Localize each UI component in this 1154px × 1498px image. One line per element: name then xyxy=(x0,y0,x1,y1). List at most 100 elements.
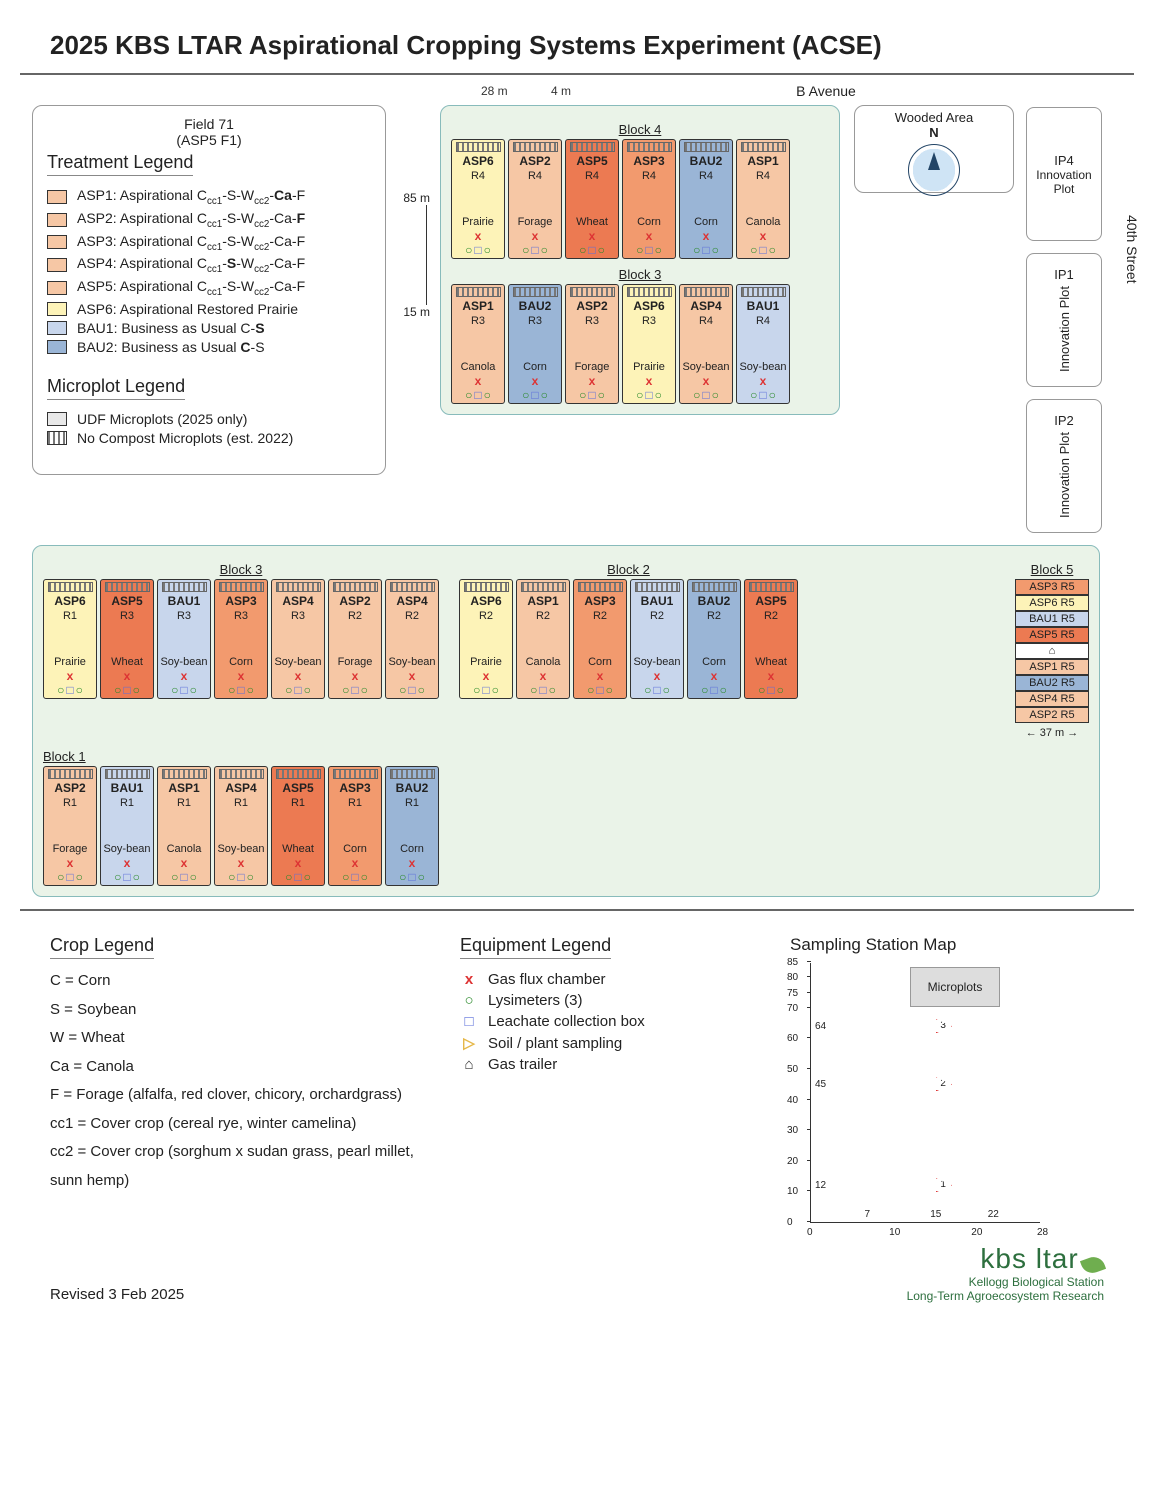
plot-asp6: ASP6R2Prairiex○□○ xyxy=(459,579,513,699)
lysimeter-icon: ○ xyxy=(399,871,406,883)
lysimeter-icon: ○ xyxy=(598,389,605,401)
gas-flux-icon: x xyxy=(238,670,245,682)
equip-symbol-icon: x xyxy=(460,971,478,988)
dim-15m: 15 m xyxy=(390,305,430,319)
lysimeter-icon: ○ xyxy=(750,244,757,256)
gas-flux-icon: x xyxy=(124,857,131,869)
lysimeter-icon: ○ xyxy=(644,684,651,696)
lysimeter-icon: ○ xyxy=(492,684,499,696)
y-tick: 30 xyxy=(787,1125,798,1136)
lysimeter-icon: ○ xyxy=(655,244,662,256)
microplot-strip xyxy=(456,142,501,152)
microplot-strip xyxy=(219,769,264,779)
lysimeter-icon: ○ xyxy=(758,684,765,696)
treatment-legend-row: ASP5: Aspirational Ccc1-S-Wcc2-Ca-F xyxy=(47,278,371,298)
equip-legend-item: xGas flux chamber xyxy=(460,971,760,988)
crop-legend-item: cc1 = Cover crop (cereal rye, winter cam… xyxy=(50,1110,430,1139)
field71-l2: (ASP5 F1) xyxy=(176,132,241,148)
microplot-strip xyxy=(741,287,786,297)
wooded-area: Wooded Area N xyxy=(854,105,1014,193)
lysimeter-icon: ○ xyxy=(606,684,613,696)
plot-asp3: ASP3R4Cornx○□○ xyxy=(622,139,676,259)
microplot-legend-heading: Microplot Legend xyxy=(47,376,185,400)
lysimeter-icon: ○ xyxy=(484,389,491,401)
gas-flux-icon: x xyxy=(483,670,490,682)
lysimeter-icon: ○ xyxy=(720,684,727,696)
gas-flux-icon: x xyxy=(352,670,359,682)
crop-legend-item: Ca = Canola xyxy=(50,1053,430,1082)
equip-legend-item: ○Lysimeters (3) xyxy=(460,992,760,1009)
plot-asp6: ASP6R4Prairiex○□○ xyxy=(451,139,505,259)
microplot-strip xyxy=(48,582,93,592)
lysimeter-icon: ○ xyxy=(549,684,556,696)
leachate-icon: □ xyxy=(351,871,358,883)
microplot-strip xyxy=(635,582,680,592)
leachate-icon: □ xyxy=(596,684,603,696)
gas-flux-icon: x xyxy=(532,375,539,387)
leachate-icon: □ xyxy=(294,871,301,883)
microplot-strip xyxy=(105,582,150,592)
lysimeter-icon: ○ xyxy=(701,684,708,696)
microplot-strip xyxy=(219,582,264,592)
lysimeter-icon: ○ xyxy=(418,684,425,696)
lysimeter-icon: ○ xyxy=(57,684,64,696)
lysimeter-icon: ○ xyxy=(465,389,472,401)
block2-label: Block 2 xyxy=(459,562,798,577)
treatment-legend-row: BAU2: Business as Usual C-S xyxy=(47,339,371,355)
plot-asp5: ASP5R4Wheatx○□○ xyxy=(565,139,619,259)
treatment-legend-row: ASP4: Aspirational Ccc1-S-Wcc2-Ca-F xyxy=(47,255,371,275)
lysimeter-icon: ○ xyxy=(114,684,121,696)
lysimeter-icon: ○ xyxy=(693,244,700,256)
street-label: 40th Street xyxy=(1124,215,1140,284)
dim-4m: 4 m xyxy=(551,84,571,98)
lysimeter-icon: ○ xyxy=(693,389,700,401)
plot-asp5: ASP5R2Wheatx○□○ xyxy=(744,579,798,699)
lysimeter-icon: ○ xyxy=(399,684,406,696)
lysimeter-icon: ○ xyxy=(285,684,292,696)
plot-asp6: ASP6R1Prairiex○□○ xyxy=(43,579,97,699)
x-tick: 28 xyxy=(1037,1227,1048,1238)
equip-symbol-icon: □ xyxy=(460,1013,478,1030)
y-tick: 0 xyxy=(787,1217,793,1228)
main-frame: B Avenue 40th Street Field 71 (ASP5 F1) … xyxy=(20,73,1134,911)
leachate-icon: □ xyxy=(702,389,709,401)
plot-asp5: ASP5R3Wheatx○□○ xyxy=(100,579,154,699)
gas-flux-icon: x xyxy=(532,230,539,242)
lysimeter-icon: ○ xyxy=(171,684,178,696)
plot-asp4: ASP4R1Soy-beanx○□○ xyxy=(214,766,268,886)
b-avenue-label: B Avenue xyxy=(548,83,1104,99)
x-tick: 20 xyxy=(971,1227,982,1238)
leaf-icon xyxy=(1080,1254,1106,1277)
lysimeter-icon: ○ xyxy=(769,244,776,256)
lysimeter-icon: ○ xyxy=(190,871,197,883)
leachate-icon: □ xyxy=(759,389,766,401)
compass-icon xyxy=(908,144,960,196)
ip2-panel: IP2 Innovation Plot xyxy=(1026,399,1102,533)
middle-plot-area: Block 3 ASP6R1Prairiex○□○ASP5R3Wheatx○□○… xyxy=(32,545,1100,897)
lysimeter-icon: ○ xyxy=(190,684,197,696)
microplot-strip xyxy=(692,582,737,592)
plot-bau2: BAU2R2Cornx○□○ xyxy=(687,579,741,699)
lysimeter-icon: ○ xyxy=(579,244,586,256)
lysimeter-icon: ○ xyxy=(579,389,586,401)
crop-legend-item: S = Soybean xyxy=(50,996,430,1025)
treatment-legend-row: BAU1: Business as Usual C-S xyxy=(47,320,371,336)
lysimeter-icon: ○ xyxy=(636,389,643,401)
leachate-icon: □ xyxy=(294,684,301,696)
gas-flux-icon: x xyxy=(352,857,359,869)
gas-flux-icon: x xyxy=(703,375,710,387)
plot-bau2: BAU2R1Cornx○□○ xyxy=(385,766,439,886)
ip1-panel: IP1 Innovation Plot xyxy=(1026,253,1102,387)
lysimeter-icon: ○ xyxy=(361,684,368,696)
microplot-strip xyxy=(570,287,615,297)
gas-flux-icon: x xyxy=(646,375,653,387)
gas-flux-icon: x xyxy=(646,230,653,242)
revised-date: Revised 3 Feb 2025 xyxy=(50,1286,184,1303)
plot-asp2: ASP2R2Foragex○□○ xyxy=(328,579,382,699)
block5-label: Block 5 xyxy=(1015,562,1089,577)
lysimeter-icon: ○ xyxy=(228,871,235,883)
treatment-legend-panel: Field 71 (ASP5 F1) Treatment Legend ASP1… xyxy=(32,105,386,475)
lysimeter-icon: ○ xyxy=(484,244,491,256)
microplot-strip xyxy=(570,142,615,152)
y-tick: 70 xyxy=(787,1003,798,1014)
